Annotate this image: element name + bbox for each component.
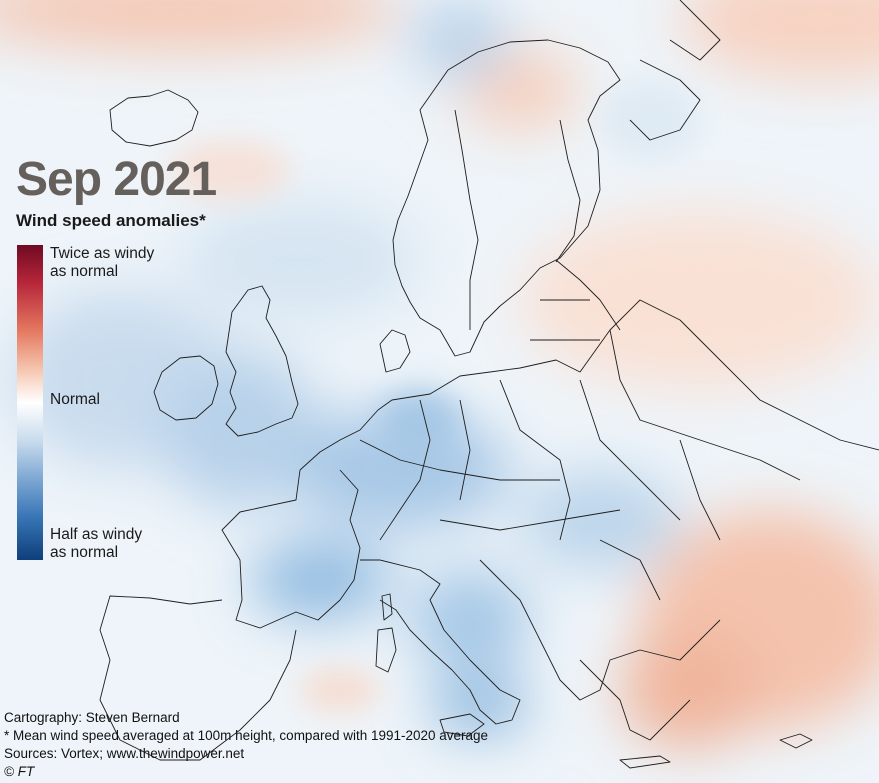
balkans-outline [479, 559, 721, 701]
copyright: © FT [4, 764, 35, 779]
baltic-borders [530, 259, 621, 341]
legend-top-label-line1: Twice as windy [50, 245, 155, 262]
crete-outline [619, 755, 671, 769]
legend-bottom-label-line2: as normal [50, 544, 119, 561]
legend-top-label-line2: as normal [50, 263, 119, 280]
footnote: * Mean wind speed averaged at 100m heigh… [4, 728, 489, 743]
scandinavia-outline [392, 39, 621, 357]
corsica-outline [381, 593, 393, 621]
finland-outline [555, 119, 581, 263]
credits-block: Cartography: Steven Bernard * Mean wind … [4, 709, 488, 781]
iberia-outline [99, 595, 297, 761]
britain-outline [225, 285, 299, 437]
denmark-outline [379, 329, 411, 373]
anomaly-field [0, 0, 879, 750]
italy-outline [360, 559, 521, 725]
map-title: Sep 2021 [16, 153, 217, 206]
eastern-borders [599, 329, 801, 601]
sweden-norway-border [454, 109, 479, 330]
legend-top-label: Twice as windy as normal [50, 245, 154, 281]
svalbard-outline [669, 0, 721, 61]
map-subtitle: Wind speed anomalies* [16, 211, 206, 230]
france-outline [221, 469, 361, 629]
sicily-outline [439, 713, 485, 737]
greece-outline [579, 659, 691, 741]
central-europe-borders [359, 379, 681, 541]
ireland-outline [153, 355, 219, 421]
legend-mid-label: Normal [50, 391, 100, 408]
continent-coast [299, 299, 879, 471]
anomaly-spots [170, 80, 700, 712]
sources-credit: Sources: Vortex; www.thewindpower.net [4, 746, 245, 761]
country-borders [99, 0, 879, 769]
cartography-credit: Cartography: Steven Bernard [4, 710, 180, 725]
legend-bottom-label: Half as windy as normal [50, 526, 142, 562]
iceland-outline [109, 89, 199, 147]
kola-outline [629, 59, 701, 141]
sardinia-outline [375, 627, 397, 673]
legend-bottom-label-line1: Half as windy [50, 526, 143, 543]
cyprus-outline [779, 733, 813, 749]
legend-color-bar [17, 245, 43, 560]
